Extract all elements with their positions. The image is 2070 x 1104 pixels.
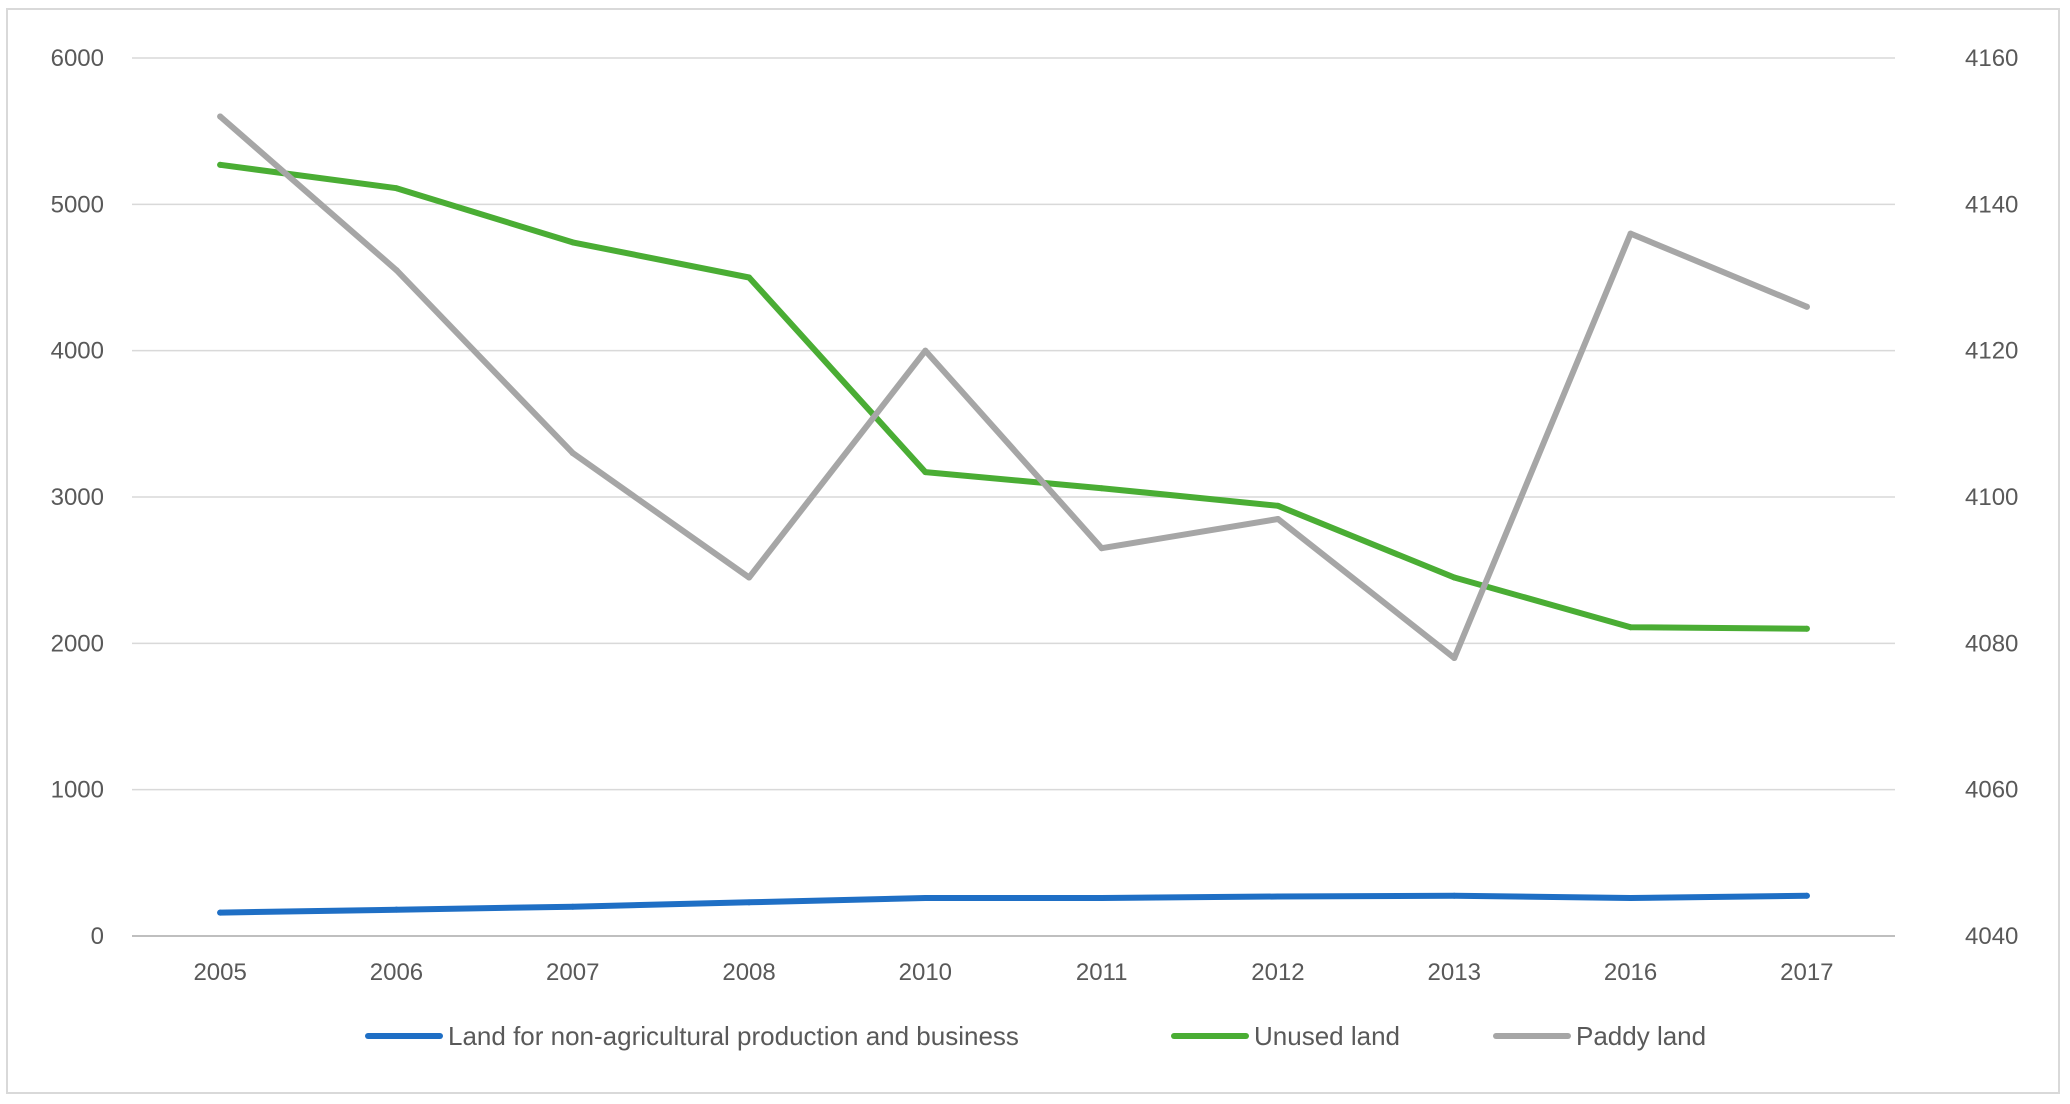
- y-axis-left-tick-label: 1000: [51, 777, 104, 804]
- series-lines: [217, 113, 1810, 916]
- data-point: [1803, 625, 1810, 632]
- x-axis-tick-label: 2016: [1604, 959, 1657, 986]
- x-axis-tick-label: 2007: [546, 959, 599, 986]
- series-line-2: [217, 161, 1810, 632]
- data-point: [922, 347, 929, 354]
- data-point: [1627, 894, 1634, 901]
- y-axis-right-tick-label: 4160: [1965, 45, 2018, 72]
- data-point: [393, 267, 400, 274]
- data-point: [1627, 624, 1634, 631]
- legend: Land for non-agricultural production and…: [365, 1021, 1706, 1051]
- x-axis-tick-label: 2013: [1428, 959, 1481, 986]
- x-axis-tick-label: 2008: [722, 959, 775, 986]
- data-point: [217, 161, 224, 168]
- y-axis-right-tick-label: 4120: [1965, 338, 2018, 365]
- series-line-1: [217, 892, 1810, 916]
- data-point: [746, 899, 753, 906]
- y-axis-right-tick-label: 4040: [1965, 923, 2018, 950]
- data-point: [217, 113, 224, 120]
- data-point: [1274, 893, 1281, 900]
- y-axis-right-tick-label: 4140: [1965, 191, 2018, 218]
- y-axis-left-tick-label: 0: [91, 923, 104, 950]
- data-point: [1098, 485, 1105, 492]
- y-axis-left-tick-label: 3000: [51, 484, 104, 511]
- y-axis-left-tick-label: 5000: [51, 191, 104, 218]
- data-point: [1274, 515, 1281, 522]
- data-point: [569, 450, 576, 457]
- y-axis-left-tick-label: 2000: [51, 630, 104, 657]
- y-axis-right-tick-label: 4100: [1965, 484, 2018, 511]
- x-axis-tick-label: 2017: [1780, 959, 1833, 986]
- legend-label: Land for non-agricultural production and…: [448, 1021, 1019, 1051]
- y-axis-right-tick-label: 4060: [1965, 777, 2018, 804]
- gridlines: [132, 57, 1895, 937]
- data-point: [393, 185, 400, 192]
- data-point: [1451, 654, 1458, 661]
- data-point: [1451, 892, 1458, 899]
- data-point: [922, 469, 929, 476]
- y-axis-left-tick-label: 4000: [51, 338, 104, 365]
- data-point: [922, 894, 929, 901]
- x-axis-tick-label: 2011: [1076, 959, 1128, 986]
- legend-label: Paddy land: [1576, 1021, 1706, 1051]
- data-point: [393, 906, 400, 913]
- y-axis-right-tick-label: 4080: [1965, 630, 2018, 657]
- data-point: [746, 274, 753, 281]
- data-point: [1098, 894, 1105, 901]
- y-axis-left-tick-label: 6000: [51, 45, 104, 72]
- x-axis-tick-label: 2006: [370, 959, 423, 986]
- data-point: [569, 239, 576, 246]
- data-point: [1098, 545, 1105, 552]
- data-point: [217, 909, 224, 916]
- data-point: [1803, 303, 1810, 310]
- data-point: [1803, 892, 1810, 899]
- data-point: [569, 903, 576, 910]
- data-point: [746, 574, 753, 581]
- series-line-3: [217, 113, 1810, 661]
- data-point: [1627, 230, 1634, 237]
- data-point: [1451, 574, 1458, 581]
- x-axis-tick-label: 2012: [1251, 959, 1304, 986]
- x-axis-tick-label: 2005: [193, 959, 246, 986]
- x-axis-tick-label: 2010: [899, 959, 952, 986]
- data-point: [1274, 502, 1281, 509]
- axes: 0 1000 2000 3000 4000 5000 6000 4040 4060 4080 410…: [51, 45, 2019, 986]
- legend-label: Unused land: [1254, 1021, 1400, 1051]
